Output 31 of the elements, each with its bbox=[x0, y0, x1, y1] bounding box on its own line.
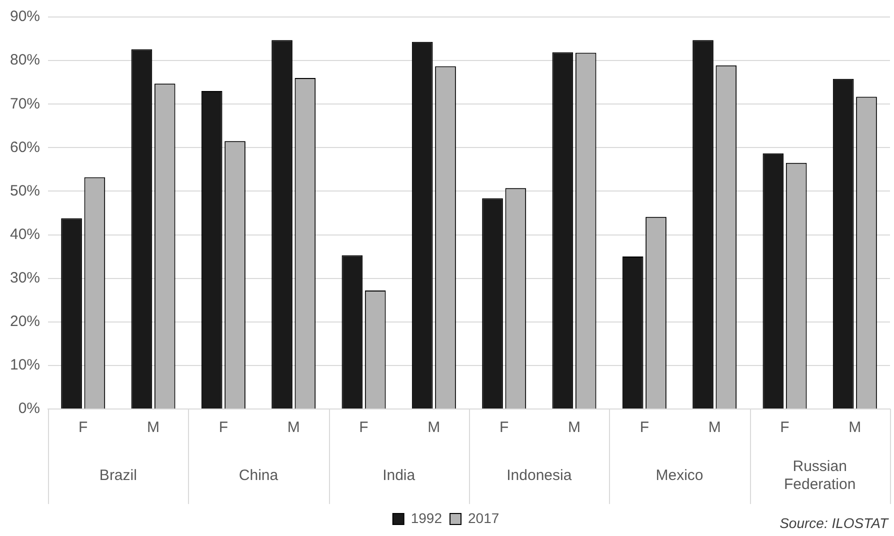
y-tick-label: 0% bbox=[18, 400, 40, 418]
text: India bbox=[382, 467, 416, 484]
x-tick-label: F bbox=[500, 419, 509, 436]
x-tick-label: F bbox=[640, 419, 650, 436]
x-tick-label: M bbox=[428, 419, 440, 436]
y-tick-label: 30% bbox=[10, 269, 40, 286]
text: China bbox=[238, 467, 279, 484]
x-tick-label: M bbox=[848, 419, 862, 436]
x-tick-label: F bbox=[78, 419, 88, 436]
x-tick-label: M bbox=[147, 419, 160, 436]
x-tick-label: M bbox=[287, 419, 300, 436]
x-tick-label: M bbox=[568, 419, 581, 436]
y-tick-label: 50% bbox=[10, 182, 40, 200]
text: Indonesia bbox=[506, 467, 572, 484]
x-tick-label: F bbox=[218, 419, 228, 436]
legend-label: 1992 bbox=[410, 510, 442, 526]
text: Russian Federation bbox=[784, 458, 856, 494]
x-tick-label: F bbox=[359, 419, 368, 436]
source-note: Source: ILOSTAT bbox=[780, 515, 890, 531]
x-tick-label: F bbox=[780, 419, 790, 436]
y-tick-label: 10% bbox=[10, 356, 40, 374]
text: Mexico bbox=[656, 467, 704, 484]
y-tick-label: 60% bbox=[10, 138, 40, 156]
y-tick-label: 80% bbox=[10, 52, 40, 69]
text: Brazil bbox=[99, 467, 137, 484]
legend-label: 2017 bbox=[468, 510, 500, 526]
y-tick-label: 20% bbox=[10, 313, 40, 330]
y-tick-label: 70% bbox=[10, 95, 40, 112]
y-tick-label: 40% bbox=[10, 226, 40, 243]
x-tick-label: M bbox=[708, 419, 721, 436]
y-tick-label: 90% bbox=[10, 8, 40, 26]
